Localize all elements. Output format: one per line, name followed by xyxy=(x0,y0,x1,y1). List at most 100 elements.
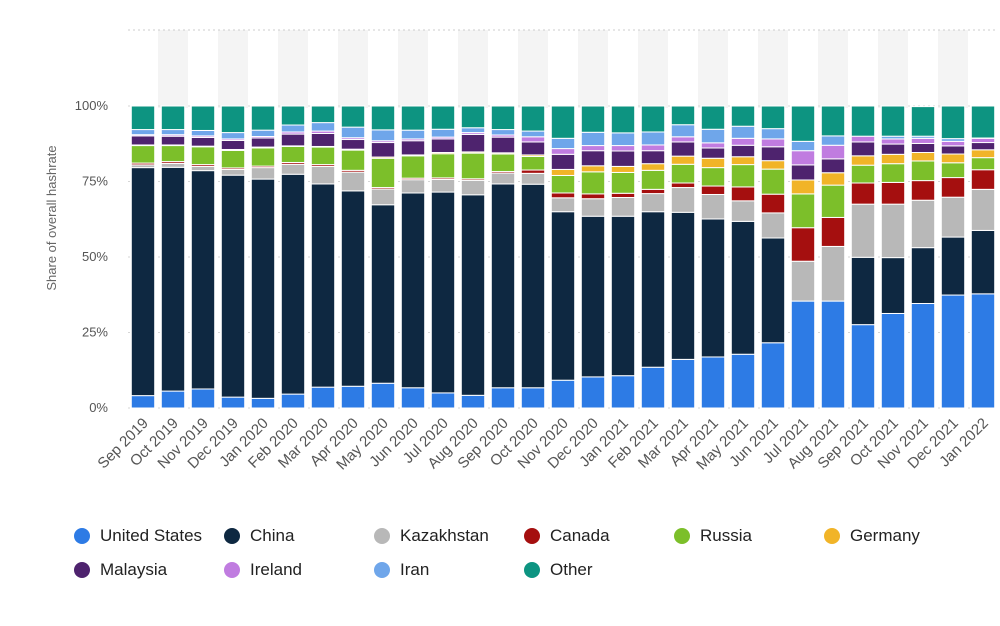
bar-segment[interactable] xyxy=(430,191,456,394)
bar-segment[interactable] xyxy=(580,198,606,217)
bar-segment[interactable] xyxy=(790,260,816,302)
bar-segment[interactable] xyxy=(970,142,996,151)
bar-segment[interactable] xyxy=(460,394,486,409)
bar-segment[interactable] xyxy=(880,163,906,183)
bar-segment[interactable] xyxy=(460,152,486,180)
bar-segment[interactable] xyxy=(130,145,156,164)
legend-item[interactable]: Germany xyxy=(824,524,920,548)
bar-segment[interactable] xyxy=(820,216,846,247)
bar-segment[interactable] xyxy=(730,200,756,222)
bar-segment[interactable] xyxy=(640,163,666,171)
bar-segment[interactable] xyxy=(460,179,486,196)
bar-segment[interactable] xyxy=(670,187,696,213)
bar-segment[interactable] xyxy=(580,165,606,173)
bar-segment[interactable] xyxy=(370,142,396,158)
bar-segment[interactable] xyxy=(640,150,666,165)
bar-segment[interactable] xyxy=(310,183,336,388)
bar-segment[interactable] xyxy=(370,105,396,131)
bar-segment[interactable] xyxy=(520,172,546,185)
bar-segment[interactable] xyxy=(790,193,816,229)
bar-segment[interactable] xyxy=(820,184,846,218)
bar-segment[interactable] xyxy=(640,169,666,190)
bar-segment[interactable] xyxy=(370,204,396,384)
bar-segment[interactable] xyxy=(250,147,276,167)
bar-segment[interactable] xyxy=(580,171,606,195)
bar-segment[interactable] xyxy=(760,128,786,140)
bar-segment[interactable] xyxy=(730,137,756,146)
bar-segment[interactable] xyxy=(400,155,426,179)
bar-segment[interactable] xyxy=(910,152,936,162)
bar-segment[interactable] xyxy=(250,137,276,148)
bar-segment[interactable] xyxy=(610,197,636,217)
bar-segment[interactable] xyxy=(910,303,936,409)
bar-segment[interactable] xyxy=(580,215,606,378)
bar-segment[interactable] xyxy=(880,138,906,145)
bar-segment[interactable] xyxy=(280,124,306,133)
bar-segment[interactable] xyxy=(280,145,306,163)
bar-segment[interactable] xyxy=(400,140,426,156)
bar-segment[interactable] xyxy=(850,203,876,258)
bar-segment[interactable] xyxy=(850,256,876,326)
bar-segment[interactable] xyxy=(820,158,846,174)
bar-segment[interactable] xyxy=(910,137,936,144)
bar-segment[interactable] xyxy=(730,105,756,127)
bar-segment[interactable] xyxy=(250,167,276,180)
bar-segment[interactable] xyxy=(610,171,636,194)
bar-segment[interactable] xyxy=(940,162,966,179)
bar-segment[interactable] xyxy=(130,167,156,397)
bar-segment[interactable] xyxy=(610,145,636,152)
bar-segment[interactable] xyxy=(550,168,576,176)
bar-segment[interactable] xyxy=(700,142,726,149)
bar-segment[interactable] xyxy=(790,140,816,152)
bar-segment[interactable] xyxy=(730,220,756,355)
bar-segment[interactable] xyxy=(220,139,246,150)
bar-segment[interactable] xyxy=(610,132,636,147)
bar-segment[interactable] xyxy=(670,155,696,165)
bar-segment[interactable] xyxy=(610,375,636,409)
bar-segment[interactable] xyxy=(580,145,606,152)
legend-item[interactable]: Malaysia xyxy=(74,558,167,582)
bar-segment[interactable] xyxy=(760,160,786,170)
bar-segment[interactable] xyxy=(970,188,996,231)
bar-segment[interactable] xyxy=(430,153,456,179)
bar-segment[interactable] xyxy=(250,129,276,138)
bar-segment[interactable] xyxy=(190,170,216,390)
bar-segment[interactable] xyxy=(880,257,906,314)
bar-segment[interactable] xyxy=(760,212,786,239)
bar-segment[interactable] xyxy=(430,105,456,130)
bar-segment[interactable] xyxy=(760,138,786,148)
bar-segment[interactable] xyxy=(250,105,276,131)
bar-segment[interactable] xyxy=(130,135,156,146)
bar-segment[interactable] xyxy=(550,148,576,155)
bar-segment[interactable] xyxy=(310,122,336,132)
bar-segment[interactable] xyxy=(610,192,636,199)
bar-segment[interactable] xyxy=(400,179,426,194)
bar-segment[interactable] xyxy=(700,167,726,187)
bar-segment[interactable] xyxy=(370,382,396,409)
bar-segment[interactable] xyxy=(280,105,306,126)
bar-segment[interactable] xyxy=(760,237,786,344)
bar-segment[interactable] xyxy=(490,172,516,185)
bar-segment[interactable] xyxy=(940,196,966,238)
bar-segment[interactable] xyxy=(820,105,846,137)
legend-item[interactable]: Iran xyxy=(374,558,429,582)
bar-segment[interactable] xyxy=(490,136,516,154)
bar-segment[interactable] xyxy=(880,105,906,137)
bar-segment[interactable] xyxy=(760,342,786,409)
bar-segment[interactable] xyxy=(190,146,216,166)
bar-segment[interactable] xyxy=(160,166,186,392)
bar-segment[interactable] xyxy=(940,145,966,155)
bar-segment[interactable] xyxy=(220,149,246,169)
bar-segment[interactable] xyxy=(700,128,726,144)
bar-segment[interactable] xyxy=(370,188,396,206)
bar-segment[interactable] xyxy=(910,180,936,201)
bar-segment[interactable] xyxy=(610,150,636,167)
bar-segment[interactable] xyxy=(490,129,516,136)
bar-segment[interactable] xyxy=(940,177,966,198)
bar-segment[interactable] xyxy=(910,247,936,305)
bar-segment[interactable] xyxy=(640,366,666,409)
bar-segment[interactable] xyxy=(190,105,216,131)
bar-segment[interactable] xyxy=(700,185,726,195)
bar-segment[interactable] xyxy=(520,387,546,409)
bar-segment[interactable] xyxy=(730,125,756,139)
